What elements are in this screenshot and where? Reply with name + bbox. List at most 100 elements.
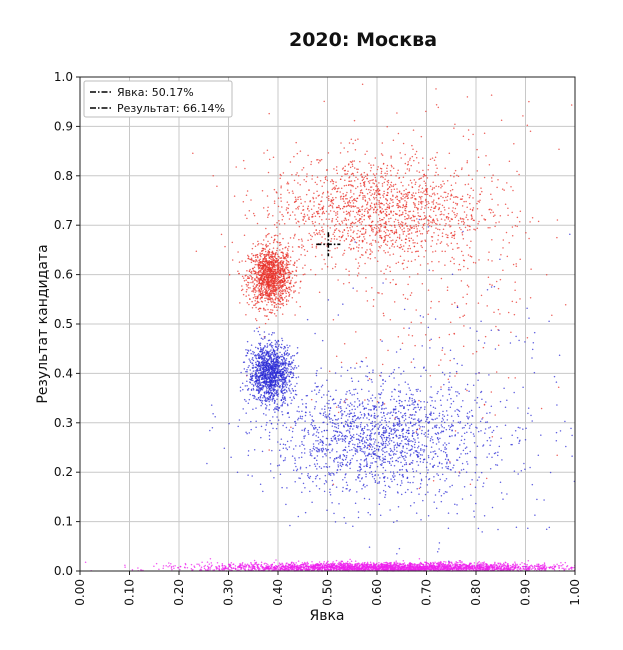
data-point-blue	[384, 484, 387, 487]
data-point-red	[407, 230, 409, 232]
data-point-red	[418, 222, 420, 225]
data-point-red	[343, 249, 346, 252]
data-point-blue	[330, 417, 332, 420]
data-point-red	[273, 264, 276, 266]
data-point-blue	[261, 386, 263, 388]
data-point-blue	[280, 404, 282, 407]
data-point-blue	[341, 461, 343, 464]
data-point-blue	[280, 376, 283, 379]
data-point-red	[279, 241, 282, 244]
data-point-red	[451, 256, 453, 259]
data-point-red	[456, 213, 458, 215]
data-point-blue	[448, 428, 451, 431]
data-point-red	[268, 270, 271, 273]
data-point-red	[360, 173, 363, 175]
data-point-blue	[289, 373, 292, 375]
data-point-red	[277, 259, 280, 261]
data-point-red	[428, 225, 431, 227]
data-point-blue	[280, 391, 283, 394]
data-point-red	[428, 215, 431, 217]
data-point-blue	[274, 377, 277, 379]
data-point-red	[390, 181, 393, 184]
data-point-red	[407, 214, 409, 216]
data-point-red	[269, 242, 271, 245]
data-point-red	[268, 275, 270, 277]
data-point-blue	[259, 395, 262, 398]
data-point-blue	[270, 344, 272, 346]
data-point-red	[329, 227, 331, 229]
data-point-blue	[272, 374, 274, 376]
data-point-red	[339, 191, 341, 193]
data-point-blue	[259, 357, 261, 359]
data-point-blue	[290, 365, 292, 368]
data-point-red	[361, 221, 363, 223]
data-point-blue	[257, 385, 259, 388]
data-point-blue	[316, 431, 318, 433]
data-point-red	[247, 284, 249, 286]
data-point-red	[340, 142, 342, 144]
data-point-red	[287, 279, 289, 282]
data-point-red	[441, 349, 443, 351]
data-point-blue	[250, 428, 252, 431]
data-point-red	[275, 297, 277, 299]
data-point-red	[429, 208, 432, 211]
data-point-blue	[272, 367, 275, 369]
data-point-red	[386, 194, 389, 196]
data-point-blue	[258, 356, 260, 358]
data-point-red	[392, 210, 395, 213]
data-point-red	[345, 223, 347, 225]
data-point-red	[282, 273, 284, 275]
data-point-red	[294, 218, 297, 220]
data-point-red	[408, 210, 410, 213]
data-point-blue	[256, 389, 259, 391]
data-point-red	[404, 197, 406, 199]
data-point-blue	[292, 359, 295, 361]
data-point-red	[257, 295, 260, 297]
data-point-red	[467, 254, 470, 256]
data-point-red	[289, 259, 292, 262]
data-point-blue	[263, 351, 266, 353]
data-point-red	[399, 255, 402, 257]
data-point-blue	[273, 402, 276, 404]
data-point-red	[502, 239, 505, 241]
data-point-red	[353, 238, 356, 241]
data-point-red	[378, 189, 381, 192]
data-point-red	[378, 201, 380, 203]
data-point-red	[416, 242, 419, 245]
data-point-blue	[427, 455, 430, 457]
data-point-red	[424, 189, 427, 191]
data-point-red	[386, 215, 388, 217]
data-point-red	[241, 288, 244, 291]
data-point-red	[331, 199, 334, 202]
data-point-blue	[246, 374, 248, 376]
data-point-red	[457, 219, 460, 222]
data-point-red	[261, 262, 263, 264]
data-point-red	[497, 178, 499, 181]
data-point-red	[392, 201, 394, 203]
data-point-red	[427, 206, 430, 209]
data-point-red	[466, 224, 469, 227]
data-point-blue	[253, 394, 255, 397]
data-point-blue	[286, 384, 289, 386]
data-point-red	[393, 221, 396, 223]
data-point-red	[419, 196, 422, 198]
data-point-blue	[278, 379, 280, 382]
data-point-blue	[284, 364, 287, 367]
data-point-blue	[265, 349, 267, 352]
data-point-red	[267, 240, 269, 243]
data-point-blue	[282, 368, 284, 370]
data-point-red	[275, 278, 278, 281]
data-point-red	[258, 266, 261, 269]
data-point-blue	[405, 393, 408, 395]
data-point-red	[288, 245, 290, 248]
data-point-red	[286, 182, 288, 185]
data-point-red	[425, 201, 427, 203]
data-point-red	[390, 174, 392, 176]
data-point-red	[268, 112, 270, 115]
data-point-red	[481, 190, 483, 193]
data-point-red	[470, 256, 473, 258]
data-point-red	[310, 208, 313, 210]
data-point-red	[252, 281, 254, 284]
data-point-red	[276, 253, 279, 256]
data-point-red	[437, 185, 440, 188]
